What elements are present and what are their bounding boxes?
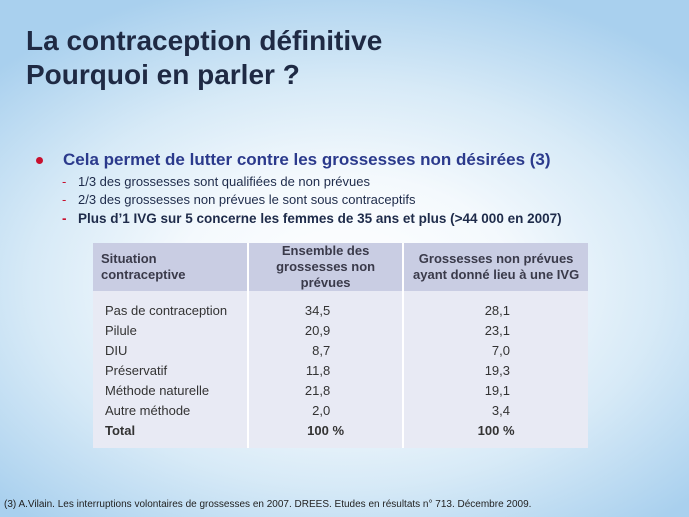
row-value-ensemble: 34,5	[248, 291, 405, 320]
header-ivg: Grossesses non prévues ayant donné lieu …	[403, 243, 588, 291]
subpoint-1: - 1/3 des grossesses sont qualifiées de …	[62, 174, 370, 189]
dash-icon: -	[62, 174, 67, 189]
total-label: Total	[93, 420, 249, 448]
row-label: Pilule	[93, 320, 249, 340]
table-header-row: Situation contraceptive Ensemble des gro…	[93, 243, 588, 291]
footnote: (3) A.Vilain. Les interruptions volontai…	[4, 499, 532, 510]
header-ensemble: Ensemble des grossesses non prévues	[248, 243, 405, 291]
contraception-table: Situation contraceptive Ensemble des gro…	[93, 243, 588, 448]
bullet-dot-icon	[36, 156, 43, 164]
table-row: Méthode naturelle 21,8 19,1	[93, 380, 588, 400]
slide-title: La contraception définitive Pourquoi en …	[26, 24, 382, 92]
table-row: DIU 8,7 7,0	[93, 340, 588, 360]
table-row: Autre méthode 2,0 3,4	[93, 400, 588, 420]
subpoint-1-text: 1/3 des grossesses sont qualifiées de no…	[78, 174, 370, 189]
row-value-ivg: 28,1	[403, 291, 588, 320]
row-value-ensemble: 20,9	[248, 320, 405, 340]
total-value-ivg: 100 %	[403, 420, 588, 448]
row-value-ivg: 3,4	[403, 400, 588, 420]
row-label: Pas de contraception	[93, 291, 249, 320]
dash-icon: -	[62, 192, 67, 207]
row-label: Préservatif	[93, 360, 249, 380]
row-value-ensemble: 11,8	[248, 360, 405, 380]
row-value-ivg: 19,1	[403, 380, 588, 400]
subpoint-2: - 2/3 des grossesses non prévues le sont…	[62, 192, 415, 207]
row-label: Autre méthode	[93, 400, 249, 420]
total-value-ensemble: 100 %	[248, 420, 405, 448]
row-value-ivg: 7,0	[403, 340, 588, 360]
table-total-row: Total 100 % 100 %	[93, 420, 588, 448]
title-line-2: Pourquoi en parler ?	[26, 59, 300, 90]
table-row: Pas de contraception 34,5 28,1	[93, 291, 588, 320]
main-bullet-text: Cela permet de lutter contre les grosses…	[63, 150, 551, 169]
subpoint-2-text: 2/3 des grossesses non prévues le sont s…	[78, 192, 416, 207]
table-row: Préservatif 11,8 19,3	[93, 360, 588, 380]
row-value-ensemble: 8,7	[248, 340, 405, 360]
dash-icon: -	[62, 211, 67, 226]
row-value-ensemble: 2,0	[248, 400, 405, 420]
subpoint-3-text: Plus d’1 IVG sur 5 concerne les femmes d…	[78, 211, 562, 226]
row-value-ivg: 23,1	[403, 320, 588, 340]
row-label: DIU	[93, 340, 249, 360]
main-bullet: Cela permet de lutter contre les grosses…	[36, 150, 551, 170]
row-label: Méthode naturelle	[93, 380, 249, 400]
title-line-1: La contraception définitive	[26, 25, 383, 56]
subpoint-3: - Plus d’1 IVG sur 5 concerne les femmes…	[62, 211, 562, 226]
table-row: Pilule 20,9 23,1	[93, 320, 588, 340]
row-value-ensemble: 21,8	[248, 380, 405, 400]
header-situation: Situation contraceptive	[93, 243, 249, 291]
row-value-ivg: 19,3	[403, 360, 588, 380]
